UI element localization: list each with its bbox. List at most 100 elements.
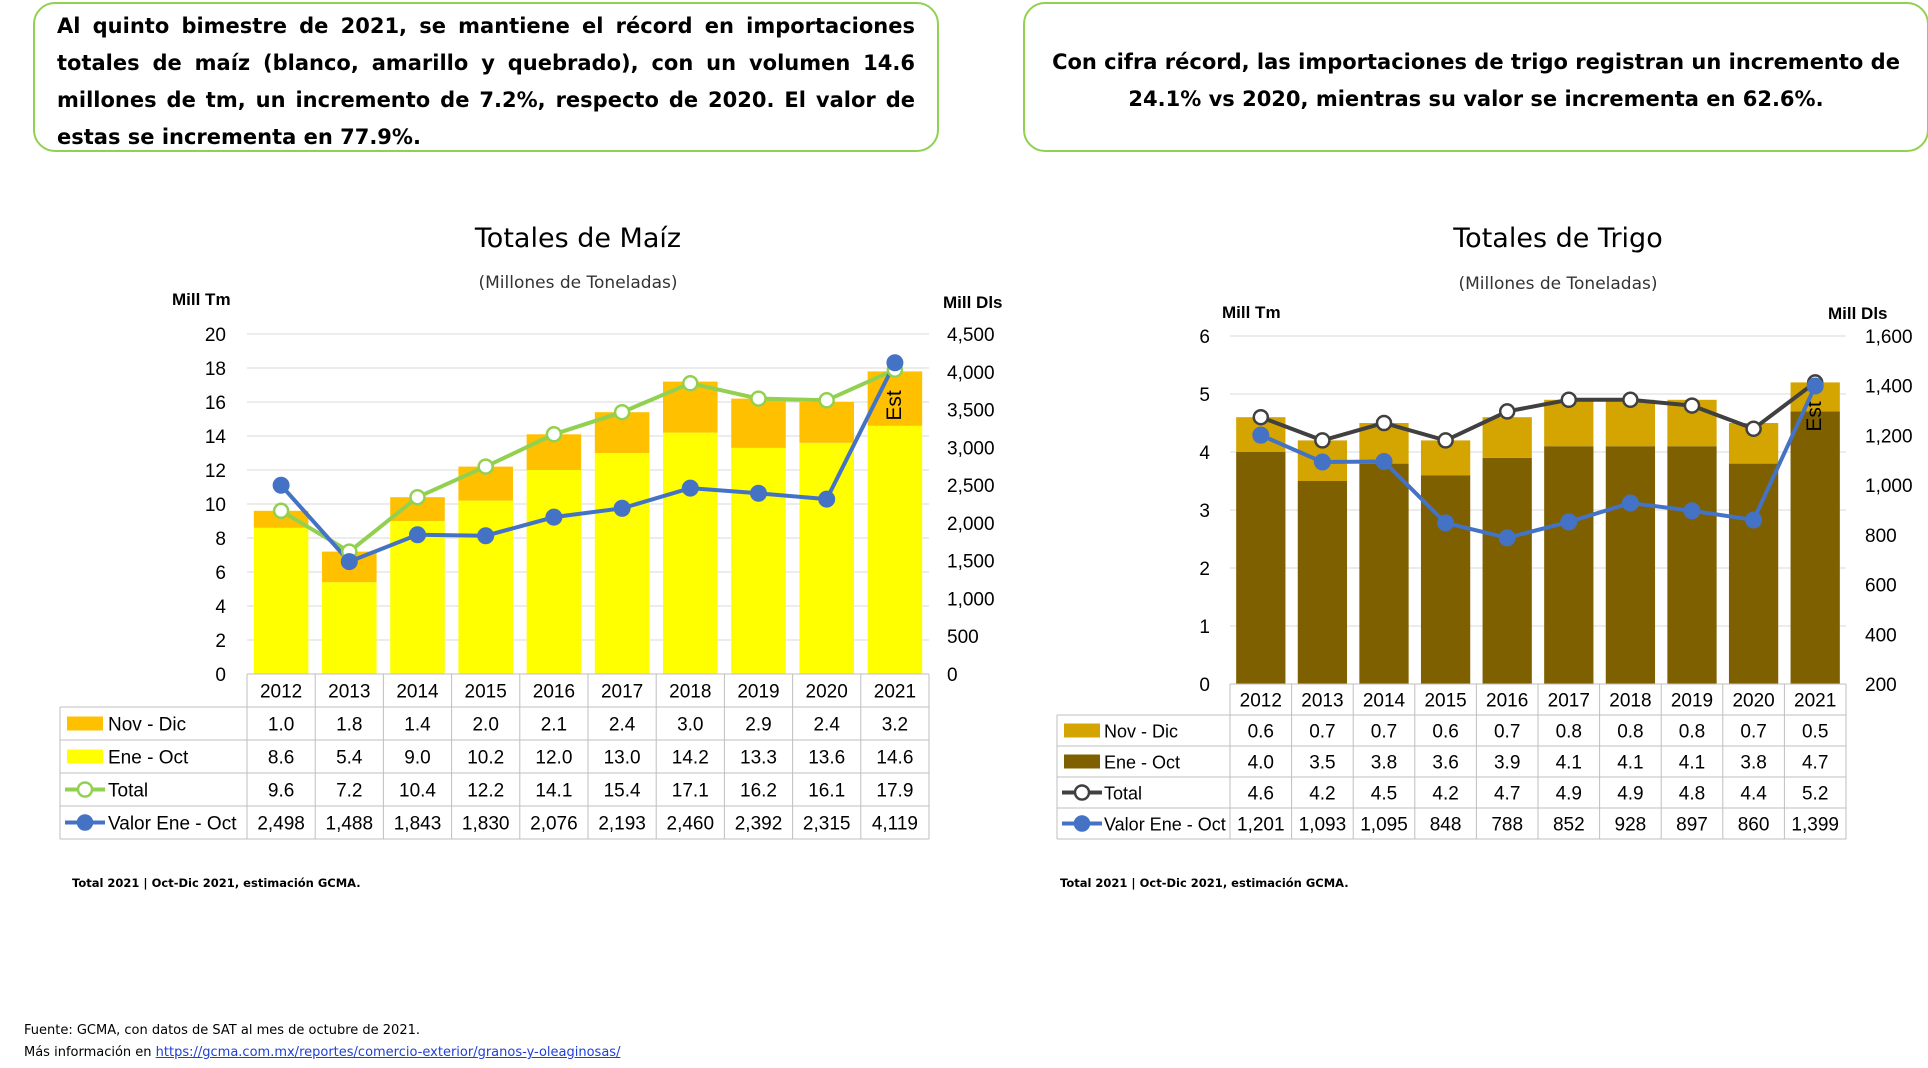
table-cell: 928: [1615, 815, 1647, 836]
bar-ene-oct: [663, 432, 718, 674]
callout-maiz-text: Al quinto bimestre de 2021, se mantiene …: [57, 14, 915, 149]
point-valor: [545, 508, 563, 526]
y2-tick-label: 4,500: [947, 325, 995, 346]
point-valor: [272, 476, 290, 494]
table-cell: 4.0: [1248, 753, 1274, 774]
y-tick-label: 4: [1199, 443, 1210, 464]
point-valor: [818, 490, 836, 508]
point-total: [1252, 408, 1270, 426]
y2-tick-label: 800: [1865, 526, 1897, 547]
point-total: [1745, 420, 1762, 438]
point-total: [1560, 391, 1578, 409]
point-valor: [1498, 529, 1516, 547]
legend-label: Total: [108, 781, 148, 802]
x-tick-label: 2017: [601, 682, 643, 703]
point-total: [750, 390, 767, 407]
line-valor: [1260, 385, 1818, 540]
x-tick-label: 2020: [806, 682, 848, 703]
table-cell: 2,498: [257, 814, 305, 835]
table-cell: 1,095: [1360, 815, 1408, 836]
x-tick-label: 2016: [533, 682, 575, 703]
point-total: [477, 458, 494, 475]
y2-axis-label: Mill Dls: [1828, 304, 1888, 323]
table-cell: 1,399: [1791, 815, 1839, 836]
x-tick-label: 2013: [1301, 691, 1343, 712]
point-valor: [1375, 453, 1393, 471]
table-cell: 1,201: [1237, 815, 1285, 836]
table-cell: 1,830: [462, 814, 510, 835]
bar-ene-oct: [1667, 446, 1717, 684]
point-total: [1622, 391, 1639, 409]
table-cell: 3.6: [1432, 753, 1458, 774]
y2-tick-label: 200: [1865, 675, 1897, 696]
chart-maiz: Totales de Maíz (Millones de Toneladas) Mi…: [59, 223, 1003, 840]
legend-label: Valor Ene - Oct: [108, 814, 237, 835]
legend-label: Ene - Oct: [108, 748, 189, 769]
table-cell: 13.3: [740, 748, 777, 769]
chart-trigo: Totales de Trigo (Millones de Toneladas) M…: [1056, 223, 1913, 840]
table-cell: 4.8: [1679, 784, 1705, 805]
table-cell: 4.6: [1248, 784, 1274, 805]
table-cell: 12.2: [467, 781, 504, 802]
data-table: 2012 2013 2014 2015 2016 2017 2018 2019 2020 2021…: [1056, 683, 1847, 840]
bar-ene-oct: [526, 470, 582, 674]
table-cell: 17.1: [672, 781, 709, 802]
table-cell: 1.8: [336, 715, 362, 736]
table-cell: 0.6: [1248, 722, 1274, 743]
point-total: [1498, 403, 1516, 420]
point-total: [682, 375, 699, 392]
y-tick-label: 12: [205, 461, 226, 482]
bar-ene-oct: [1359, 463, 1409, 684]
table-cell: 9.6: [268, 781, 294, 802]
more-info-prefix: Más información en: [24, 1045, 156, 1060]
table-cell: 13.0: [604, 748, 641, 769]
table-cell: 4.5: [1371, 784, 1397, 805]
x-tick-label: 2014: [396, 682, 439, 703]
table-cell: 2.0: [472, 715, 498, 736]
chart-title: Totales de Maíz: [474, 223, 681, 254]
table-cell: 2.4: [813, 715, 840, 736]
table-cell: 7.2: [336, 781, 362, 802]
table-cell: 0.8: [1679, 722, 1705, 743]
table-cell: 10.4: [399, 781, 436, 802]
y2-tick-label: 1,400: [1865, 377, 1913, 398]
y2-tick-label: 1,600: [1865, 327, 1913, 348]
bar-ene-oct: [1482, 457, 1532, 684]
table-cell: 0.8: [1617, 722, 1643, 743]
table-cell: 2,392: [735, 814, 783, 835]
y2-tick-label: 0: [947, 665, 958, 686]
callout-trigo-text: Con cifra récord, las importaciones de t…: [1052, 50, 1900, 111]
data-table: 2012 2013 2014 2015 2016 2017 2018 2019 2020 2021…: [59, 673, 930, 840]
y-tick-label: 2: [1199, 559, 1210, 580]
y-tick-label: 10: [205, 495, 226, 516]
y-tick-label: 20: [205, 325, 226, 346]
table-cell: 852: [1553, 815, 1585, 836]
x-tick-label: 2016: [1486, 691, 1528, 712]
y-tick-label: 0: [215, 665, 226, 686]
chart-subtitle: (Millones de Toneladas): [1459, 274, 1658, 294]
bar-ene-oct: [1297, 481, 1348, 684]
table-cell: 0.7: [1371, 722, 1397, 743]
point-valor: [409, 526, 426, 544]
x-tick-label: 2019: [737, 682, 779, 703]
line-total: [1260, 380, 1817, 443]
source-link[interactable]: https://gcma.com.mx/reportes/comercio-ex…: [155, 1045, 621, 1060]
table-cell: 14.6: [876, 748, 913, 769]
x-tick-label: 2012: [260, 682, 302, 703]
callout-maiz: Al quinto bimestre de 2021, se mantiene …: [33, 2, 939, 152]
bar-ene-oct: [253, 527, 309, 674]
bar-ene-oct: [799, 442, 854, 674]
table-cell: 4.9: [1556, 784, 1582, 805]
y-tick-label: 4: [215, 597, 226, 618]
table-cell: 3.8: [1740, 753, 1766, 774]
source-footer: Fuente: GCMA, con datos de SAT al mes de…: [24, 1020, 620, 1064]
x-tick-label: 2013: [328, 682, 370, 703]
table-cell: 3.5: [1309, 753, 1335, 774]
legend-label: Valor Ene - Oct: [1104, 815, 1226, 835]
table-cell: 3.0: [677, 715, 703, 736]
bar-ene-oct: [1728, 463, 1779, 684]
bar-ene-oct: [731, 447, 786, 674]
x-tick-label: 2018: [1609, 691, 1651, 712]
table-cell: 1,843: [394, 814, 442, 835]
table-cell: 1,488: [326, 814, 374, 835]
